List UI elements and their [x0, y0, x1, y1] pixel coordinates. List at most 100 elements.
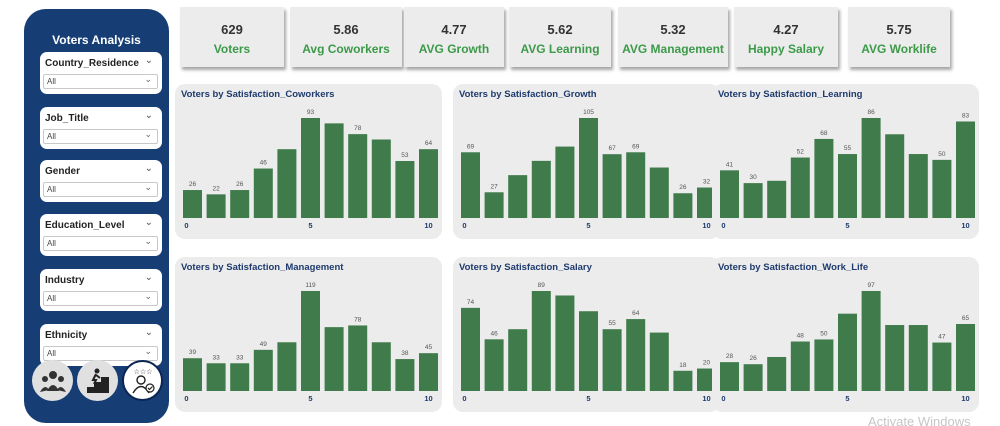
slicer-education-level[interactable]: Education_Level ⌄ All ⌄	[40, 214, 162, 256]
bar[interactable]	[531, 291, 551, 391]
slicer-dropdown[interactable]: All ⌄	[43, 346, 158, 361]
bar[interactable]	[649, 167, 669, 218]
bar[interactable]	[956, 323, 975, 391]
bar[interactable]	[206, 363, 226, 391]
bar[interactable]	[555, 146, 575, 218]
bar[interactable]	[626, 319, 646, 391]
chevron-down-icon[interactable]: ⌄	[144, 55, 153, 66]
bar[interactable]	[743, 364, 763, 391]
slicer-dropdown[interactable]: All ⌄	[43, 291, 158, 306]
career-steps-icon[interactable]	[77, 360, 118, 401]
bar[interactable]	[673, 193, 693, 218]
chart-panel: Voters by Satisfaction_Management 39 33 33 4…	[175, 257, 442, 412]
chevron-down-icon[interactable]: ⌄	[144, 110, 153, 121]
bar[interactable]	[230, 363, 250, 391]
bar[interactable]	[324, 123, 344, 218]
bar[interactable]	[697, 187, 716, 218]
chevron-down-icon[interactable]: ⌄	[144, 163, 153, 174]
kpi-label: AVG Growth	[418, 42, 490, 56]
slicer-label: Education_Level	[45, 220, 125, 231]
bar[interactable]	[253, 168, 273, 218]
slicer-gender[interactable]: Gender ⌄ All ⌄	[40, 160, 162, 202]
bar[interactable]	[790, 341, 810, 391]
bar[interactable]	[579, 311, 598, 391]
data-label: 48	[797, 333, 805, 340]
x-tick-label: 10	[424, 394, 432, 403]
slicer-industry[interactable]: Industry ⌄ All ⌄	[40, 269, 162, 311]
bar[interactable]	[461, 307, 480, 391]
slicer-country-residence[interactable]: Country_Residence ⌄ All ⌄	[40, 52, 162, 94]
bar[interactable]	[649, 332, 669, 391]
data-label: 33	[236, 354, 244, 361]
slicer-dropdown[interactable]: All ⌄	[43, 182, 158, 197]
bar[interactable]	[484, 192, 504, 218]
satisfaction-rating-icon[interactable]: ☆☆☆	[122, 360, 163, 401]
bar[interactable]	[743, 183, 763, 218]
bar[interactable]	[885, 325, 905, 391]
bar[interactable]	[508, 175, 528, 218]
bar[interactable]	[838, 313, 857, 391]
bar[interactable]	[932, 342, 952, 391]
bar[interactable]	[720, 170, 739, 218]
bar[interactable]	[767, 356, 787, 391]
bar[interactable]	[461, 152, 480, 218]
chevron-down-icon[interactable]: ⌄	[144, 327, 153, 338]
bar[interactable]	[720, 362, 739, 391]
bar[interactable]	[814, 138, 834, 218]
kpi-card-avg-worklife: 5.75 AVG Worklife	[848, 7, 950, 67]
bar[interactable]	[277, 149, 297, 218]
bar[interactable]	[814, 339, 834, 391]
slicer-label: Gender	[45, 166, 81, 177]
bar[interactable]	[183, 190, 202, 218]
bar[interactable]	[371, 342, 391, 391]
slicer-dropdown[interactable]: All ⌄	[43, 236, 158, 251]
bar[interactable]	[885, 134, 905, 218]
bar[interactable]	[371, 139, 391, 218]
data-label: 30	[749, 174, 757, 181]
bar[interactable]	[324, 327, 344, 391]
chevron-down-icon[interactable]: ⌄	[144, 217, 153, 228]
bar[interactable]	[602, 329, 622, 391]
bar[interactable]	[861, 291, 881, 391]
bar[interactable]	[301, 291, 320, 391]
bar[interactable]	[419, 149, 438, 218]
team-icon[interactable]	[32, 360, 73, 401]
bar[interactable]	[277, 342, 297, 391]
bar[interactable]	[531, 160, 551, 218]
data-label: 33	[212, 354, 220, 361]
bar[interactable]	[908, 154, 928, 218]
bar[interactable]	[579, 118, 598, 218]
slicer-dropdown[interactable]: All ⌄	[43, 74, 158, 89]
data-label: 26	[749, 355, 757, 362]
bar[interactable]	[956, 121, 975, 218]
bar[interactable]	[555, 295, 575, 391]
bar[interactable]	[301, 118, 320, 218]
bar[interactable]	[253, 349, 273, 391]
bar[interactable]	[348, 134, 368, 218]
bar[interactable]	[767, 180, 787, 218]
bar[interactable]	[230, 190, 250, 218]
bar[interactable]	[183, 358, 202, 391]
bar[interactable]	[484, 339, 504, 391]
bar[interactable]	[508, 329, 528, 391]
bar[interactable]	[861, 118, 881, 218]
x-tick-label: 10	[702, 221, 710, 230]
bar[interactable]	[419, 353, 438, 391]
chevron-down-icon: ⌄	[144, 182, 152, 192]
slicer-dropdown[interactable]: All ⌄	[43, 129, 158, 144]
bar[interactable]	[673, 370, 693, 391]
bar[interactable]	[790, 157, 810, 218]
slicer-job-title[interactable]: Job_Title ⌄ All ⌄	[40, 107, 162, 149]
bar[interactable]	[206, 194, 226, 218]
chevron-down-icon[interactable]: ⌄	[144, 272, 153, 283]
bar[interactable]	[697, 368, 716, 391]
bar[interactable]	[602, 154, 622, 218]
bar[interactable]	[395, 359, 415, 391]
bar[interactable]	[932, 159, 952, 218]
bar[interactable]	[395, 161, 415, 218]
bar[interactable]	[348, 325, 368, 391]
slicer-ethnicity[interactable]: Ethnicity ⌄ All ⌄	[40, 324, 162, 366]
bar[interactable]	[838, 154, 857, 218]
bar[interactable]	[626, 152, 646, 218]
bar[interactable]	[908, 325, 928, 391]
